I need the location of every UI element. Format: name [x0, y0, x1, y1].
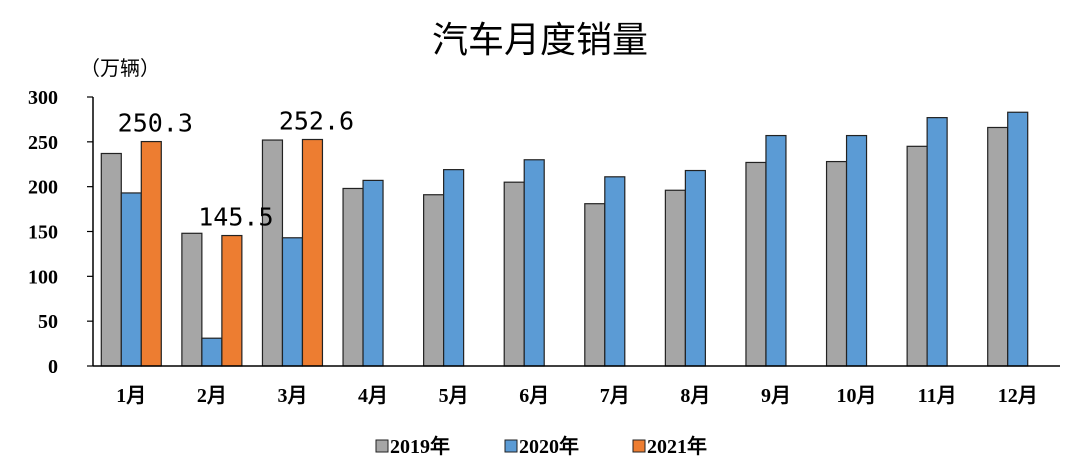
bar-2021年-3月 [301, 138, 324, 367]
x-tick-label: 4月 [358, 385, 388, 407]
legend-swatch-2019年 [375, 439, 389, 453]
bar-2019年-7月 [584, 203, 606, 367]
bar-2019年-6月 [503, 181, 525, 367]
x-tick-label: 1月 [116, 385, 146, 407]
bar-2021年-1月 [140, 140, 162, 367]
x-tick-label: 9月 [761, 385, 791, 407]
bar-2019年-3月 [261, 139, 284, 367]
bar-2019年-9月 [745, 161, 767, 367]
chart-title: 汽车月度销量 [432, 20, 648, 61]
legend-label: 2020年 [519, 434, 579, 458]
bar-2020年-8月 [684, 169, 706, 367]
bar-2020年-11月 [926, 117, 948, 367]
data-label: 250.3 [118, 109, 193, 138]
legend-swatch-2021年 [632, 439, 646, 453]
bar-2019年-8月 [664, 189, 686, 367]
legend: 2019年 2020年 2021年 [375, 434, 707, 458]
bar-2019年-10月 [825, 160, 848, 367]
x-tick-label: 12月 [998, 385, 1038, 407]
bar-2019年-11月 [906, 145, 928, 367]
y-tick-label: 150 [28, 222, 58, 244]
bar-2020年-7月 [604, 176, 626, 367]
bar-2019年-1月 [100, 152, 122, 367]
y-tick-label: 250 [28, 132, 58, 154]
y-axis-ticks: 0 50 100 150 200 250 300 [28, 87, 93, 378]
y-tick-label: 100 [28, 266, 58, 288]
bar-2020年-2月 [201, 337, 223, 367]
x-tick-label: 3月 [277, 385, 307, 407]
bar-2019年-12月 [987, 126, 1009, 367]
x-tick-label: 7月 [600, 385, 630, 407]
x-axis-ticks: 1月 2月 3月 4月 5月 6月 7月 8月 9月 10月 11月 12月 [116, 385, 1037, 407]
x-tick-label: 10月 [837, 385, 877, 407]
bar-2019年-2月 [181, 232, 203, 367]
y-tick-label: 300 [28, 87, 58, 109]
x-tick-label: 11月 [918, 385, 957, 407]
bar-2020年-5月 [443, 169, 465, 367]
legend-label: 2021年 [647, 434, 707, 458]
bars-group [100, 111, 1029, 367]
y-axis-unit-label: （万辆） [80, 56, 160, 80]
data-label: 145.5 [198, 203, 273, 232]
legend-label: 2019年 [390, 434, 450, 458]
bar-2020年-1月 [120, 192, 142, 367]
data-labels-group: 250.3 145.5 252.6 [118, 107, 354, 232]
y-tick-label: 200 [28, 177, 58, 199]
x-tick-label: 2月 [197, 385, 227, 407]
x-tick-label: 8月 [680, 385, 710, 407]
legend-swatch-2020年 [504, 439, 518, 453]
data-label: 252.6 [279, 107, 354, 136]
bar-2020年-3月 [281, 237, 304, 367]
bar-2019年-5月 [423, 194, 445, 367]
y-tick-label: 50 [38, 311, 58, 333]
bar-2020年-10月 [845, 134, 868, 367]
x-tick-label: 5月 [439, 385, 469, 407]
bar-2019年-4月 [342, 187, 364, 367]
bar-2021年-2月 [221, 234, 243, 367]
x-tick-label: 6月 [519, 385, 549, 407]
bar-2020年-12月 [1007, 111, 1029, 367]
bar-2020年-9月 [765, 134, 787, 367]
y-tick-label: 0 [48, 356, 58, 378]
bar-2020年-6月 [523, 159, 545, 367]
bar-2020年-4月 [362, 179, 384, 367]
